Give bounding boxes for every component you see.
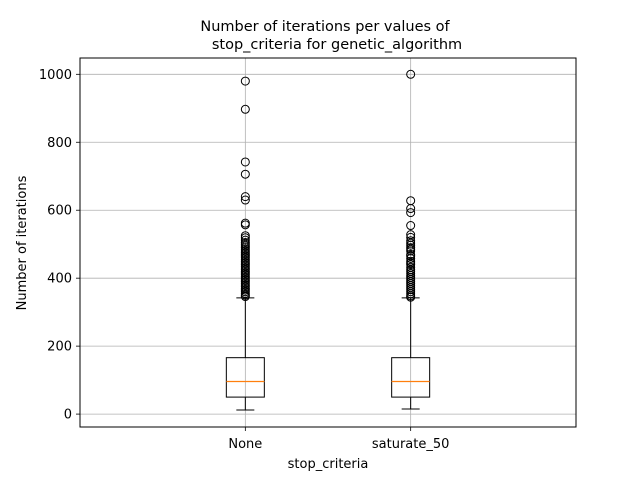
outlier-point — [240, 220, 250, 230]
x-tick-label: None — [228, 437, 262, 452]
outlier-point — [240, 192, 250, 202]
outlier-point — [406, 292, 416, 302]
outlier-point — [406, 204, 416, 214]
outlier-point — [406, 69, 416, 79]
y-tick-label: 0 — [64, 408, 72, 423]
y-axis-label: Number of iterations — [15, 175, 30, 310]
chart-title-line-1: Number of iterations per values of — [200, 19, 450, 35]
y-tick-label: 800 — [47, 136, 72, 151]
y-tick-label: 600 — [47, 204, 72, 219]
outlier-point — [406, 208, 416, 218]
boxes — [225, 69, 431, 411]
y-axis-ticks: 0 200 400 600 800 1000 — [39, 68, 80, 423]
x-axis-label: stop_criteria — [288, 457, 369, 472]
plot-area-frame — [79, 57, 577, 428]
box-None — [225, 76, 265, 411]
box-iqr — [391, 357, 431, 398]
outlier-point — [240, 157, 250, 167]
outlier-point — [406, 240, 416, 250]
y-tick-label: 400 — [47, 272, 72, 287]
outlier-point — [406, 221, 416, 231]
outlier-point — [240, 195, 250, 205]
y-tick-label: 1000 — [39, 68, 72, 83]
outlier-point — [406, 253, 416, 263]
x-axis-ticks: None saturate_50 — [228, 427, 449, 452]
y-tick-label: 200 — [47, 340, 72, 355]
box-saturate_50 — [391, 69, 431, 410]
grid-lines — [80, 58, 576, 427]
outlier-point — [240, 292, 250, 302]
box-iqr — [225, 357, 265, 398]
outlier-point — [240, 104, 250, 114]
outlier-point — [240, 76, 250, 86]
x-tick-label: saturate_50 — [372, 437, 450, 452]
outlier-point — [240, 235, 250, 245]
outlier-point — [406, 260, 416, 270]
outlier-point — [240, 169, 250, 179]
outlier-point — [406, 246, 416, 256]
chart-title-line-2: stop_criteria for genetic_algorithm — [212, 37, 462, 53]
